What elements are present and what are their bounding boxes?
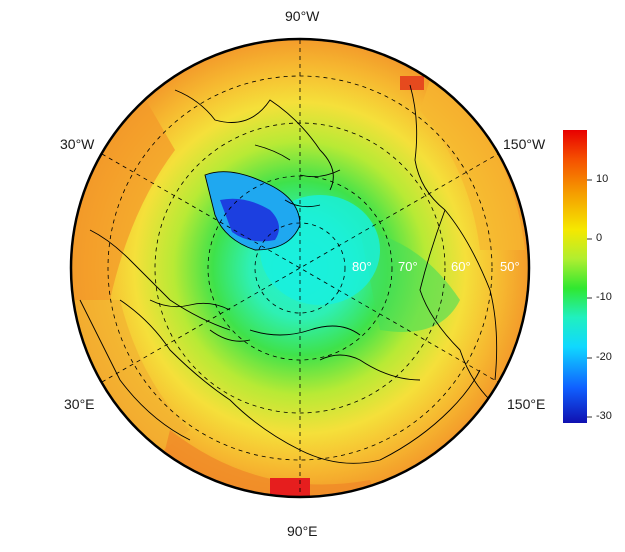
cb-tick-n10: -10 <box>596 291 612 303</box>
lon-label-90e: 90°E <box>287 523 318 539</box>
lat-label-60: 60° <box>451 259 471 274</box>
cb-tick-10: 10 <box>596 173 609 185</box>
cb-tick-n20: -20 <box>596 351 612 363</box>
cb-tick-n30: -30 <box>596 410 612 422</box>
lat-label-80: 80° <box>352 259 372 274</box>
lon-label-150w: 150°W <box>503 136 546 152</box>
cb-tick-0: 0 <box>596 232 603 244</box>
lat-label-70: 70° <box>398 259 418 274</box>
colorbar-ramp <box>563 130 587 423</box>
lon-label-30w: 30°W <box>60 136 95 152</box>
colorbar <box>563 130 592 423</box>
lat-label-50: 50° <box>500 259 520 274</box>
map-border <box>69 37 531 499</box>
coastlines <box>79 84 498 464</box>
lon-label-90w: 90°W <box>285 8 320 24</box>
lon-label-150e: 150°E <box>507 396 546 412</box>
graticule <box>101 40 499 496</box>
lon-label-30e: 30°E <box>64 396 95 412</box>
